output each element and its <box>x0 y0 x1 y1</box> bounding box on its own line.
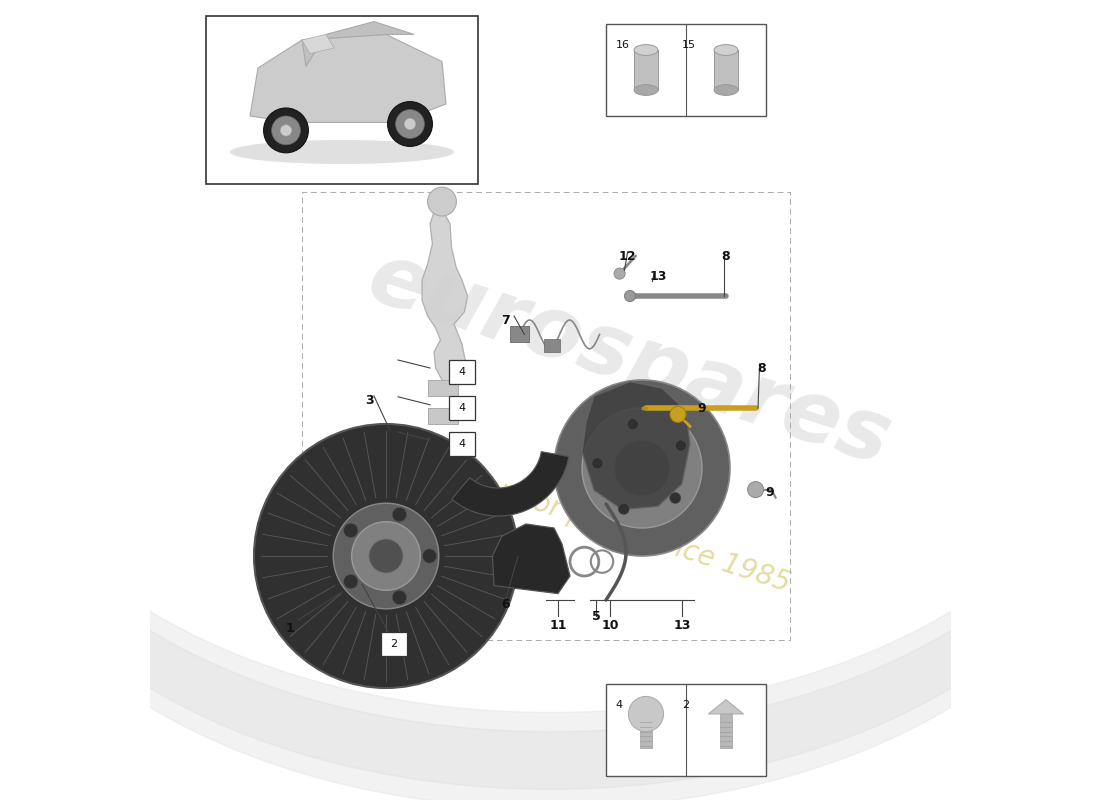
Text: a passion for parts since 1985: a passion for parts since 1985 <box>386 442 794 598</box>
Circle shape <box>343 523 358 538</box>
Text: 2: 2 <box>390 639 397 649</box>
Circle shape <box>628 696 663 731</box>
Bar <box>381 632 407 656</box>
Circle shape <box>428 187 456 216</box>
Circle shape <box>582 408 702 528</box>
Circle shape <box>675 440 686 451</box>
Circle shape <box>614 440 670 496</box>
Circle shape <box>393 507 407 522</box>
Circle shape <box>343 574 358 589</box>
Bar <box>449 360 475 384</box>
Text: 8: 8 <box>758 362 767 374</box>
Text: 6: 6 <box>502 598 510 610</box>
Circle shape <box>670 492 681 503</box>
Circle shape <box>618 503 629 514</box>
Circle shape <box>670 406 686 422</box>
Circle shape <box>264 108 308 153</box>
Circle shape <box>393 590 407 605</box>
Circle shape <box>422 549 437 563</box>
Circle shape <box>627 418 638 430</box>
Bar <box>714 50 738 90</box>
Ellipse shape <box>634 85 658 95</box>
Polygon shape <box>452 452 569 516</box>
Text: 11: 11 <box>549 619 566 632</box>
Bar <box>606 24 766 116</box>
Circle shape <box>352 522 420 590</box>
Circle shape <box>396 110 425 138</box>
Circle shape <box>405 118 416 130</box>
Ellipse shape <box>714 45 738 55</box>
Circle shape <box>592 458 603 469</box>
Polygon shape <box>422 212 468 386</box>
Text: 13: 13 <box>673 619 691 632</box>
Ellipse shape <box>230 140 454 164</box>
Circle shape <box>254 424 518 688</box>
Text: 9: 9 <box>766 486 774 498</box>
Circle shape <box>272 116 300 145</box>
Text: 4: 4 <box>459 439 465 449</box>
Polygon shape <box>493 524 570 594</box>
Text: 15: 15 <box>682 40 696 50</box>
Text: 4: 4 <box>459 367 465 377</box>
Polygon shape <box>428 408 458 424</box>
Circle shape <box>614 268 625 279</box>
Text: 2: 2 <box>682 700 689 710</box>
Text: 1: 1 <box>286 622 295 634</box>
Text: 5: 5 <box>592 610 601 622</box>
Circle shape <box>625 290 636 302</box>
Bar <box>510 326 529 342</box>
Polygon shape <box>302 34 334 54</box>
Ellipse shape <box>714 85 738 95</box>
Circle shape <box>368 539 404 573</box>
Polygon shape <box>250 34 446 122</box>
Text: 4: 4 <box>616 700 623 710</box>
Bar <box>206 16 478 184</box>
Bar <box>449 396 475 420</box>
Circle shape <box>748 482 763 498</box>
Bar <box>634 50 658 90</box>
Ellipse shape <box>634 45 658 55</box>
Circle shape <box>333 503 439 609</box>
Text: 9: 9 <box>697 402 706 414</box>
Text: 7: 7 <box>502 314 510 326</box>
Bar <box>640 714 651 747</box>
Polygon shape <box>708 699 744 714</box>
Text: eurospares: eurospares <box>359 237 902 483</box>
Text: 16: 16 <box>616 40 629 50</box>
Circle shape <box>387 102 432 146</box>
Text: 4: 4 <box>459 403 465 413</box>
Bar <box>543 339 560 352</box>
Circle shape <box>280 125 292 136</box>
Bar <box>720 714 732 747</box>
Text: 10: 10 <box>602 619 618 632</box>
Text: 12: 12 <box>619 250 636 262</box>
Bar <box>606 684 766 776</box>
Polygon shape <box>302 22 414 66</box>
Circle shape <box>554 380 730 556</box>
Polygon shape <box>428 380 458 396</box>
Text: 13: 13 <box>649 270 667 282</box>
Text: 3: 3 <box>365 394 374 406</box>
Bar <box>449 432 475 456</box>
Polygon shape <box>582 382 690 510</box>
Text: 8: 8 <box>722 250 730 262</box>
